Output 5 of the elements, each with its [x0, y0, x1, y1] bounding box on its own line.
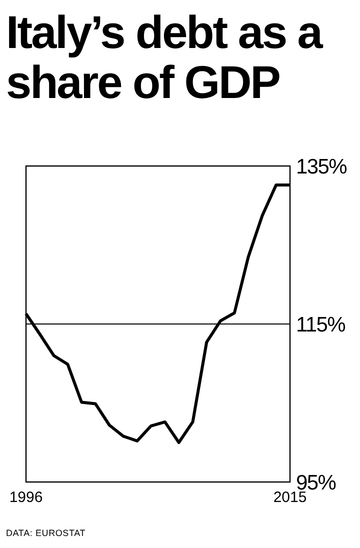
chart-title: Italy’s debt as a share of GDP — [6, 6, 324, 108]
x-tick-label: 1996 — [9, 489, 43, 506]
y-tick-label: 135% — [296, 155, 347, 178]
text: DATA: EUROSTAT — [6, 528, 86, 538]
y-tick-label: 115% — [296, 313, 346, 336]
